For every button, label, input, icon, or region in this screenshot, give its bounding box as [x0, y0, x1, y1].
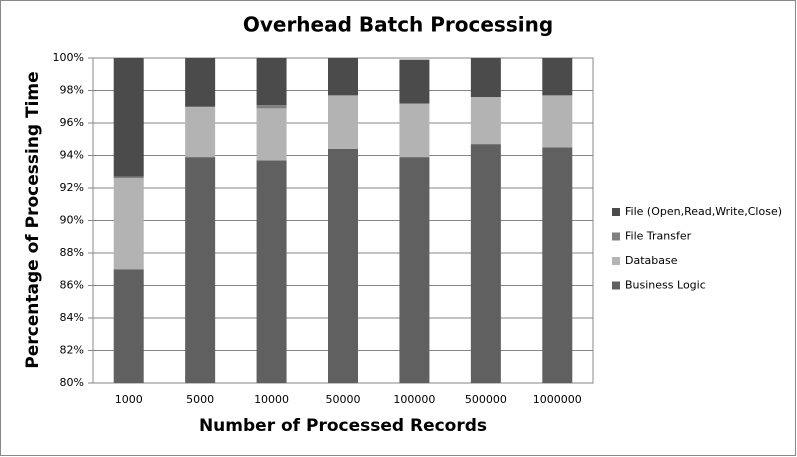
y-tick-label: 92% [60, 181, 84, 194]
y-tick-label: 94% [60, 149, 84, 162]
legend-swatch [612, 257, 620, 265]
legend-label: File (Open,Read,Write,Close) [625, 205, 782, 218]
bar-segment [256, 108, 287, 161]
y-tick-label: 96% [60, 116, 84, 129]
bar-segment [328, 58, 358, 96]
y-tick-label: 84% [60, 311, 84, 324]
x-tick-label: 100000 [393, 393, 435, 406]
bar-segment [399, 59, 430, 104]
bar-segment [256, 105, 287, 109]
bar-segment [470, 144, 501, 383]
legend-label: Database [625, 254, 678, 267]
x-tick-label: 1000000 [533, 393, 582, 406]
x-tick-label: 5000 [186, 393, 214, 406]
legend-label: Business Logic [625, 279, 706, 292]
y-axis-label: Percentage of Processing Time [23, 71, 43, 368]
bar-segment [470, 58, 501, 97]
bar-segment [113, 269, 144, 383]
y-tick-label: 86% [60, 279, 84, 292]
bar-segment [256, 58, 287, 106]
bar-segment [542, 58, 573, 96]
y-tick-label: 100% [53, 51, 84, 64]
y-tick-label: 88% [60, 246, 84, 259]
bar-segment [113, 58, 144, 177]
chart-title: Overhead Batch Processing [243, 13, 553, 37]
y-tick-label: 98% [60, 84, 84, 97]
bar-segment [185, 106, 216, 158]
legend-swatch [612, 281, 620, 290]
legend-swatch [612, 208, 620, 216]
bar-segment [185, 157, 216, 383]
bar-segment [113, 178, 144, 270]
bar-segment [328, 149, 358, 383]
bar-segment [542, 147, 573, 383]
bar-segment [399, 103, 430, 158]
bar-segment [256, 160, 287, 383]
bar-segment [185, 58, 216, 107]
y-tick-label: 80% [60, 376, 84, 389]
bar-segment [328, 95, 358, 149]
x-tick-label: 10000 [254, 393, 289, 406]
x-axis-label: Number of Processed Records [199, 416, 487, 436]
bar-segment [470, 97, 501, 145]
legend-label: File Transfer [625, 230, 692, 243]
bar-segment [399, 157, 430, 383]
legend-swatch [612, 232, 620, 241]
y-tick-label: 90% [60, 214, 84, 227]
bar-segment [113, 176, 144, 179]
x-tick-label: 50000 [326, 393, 361, 406]
x-tick-label: 1000 [115, 393, 143, 406]
y-tick-label: 82% [60, 344, 84, 357]
x-tick-label: 500000 [465, 393, 507, 406]
bar-segment [542, 95, 573, 148]
